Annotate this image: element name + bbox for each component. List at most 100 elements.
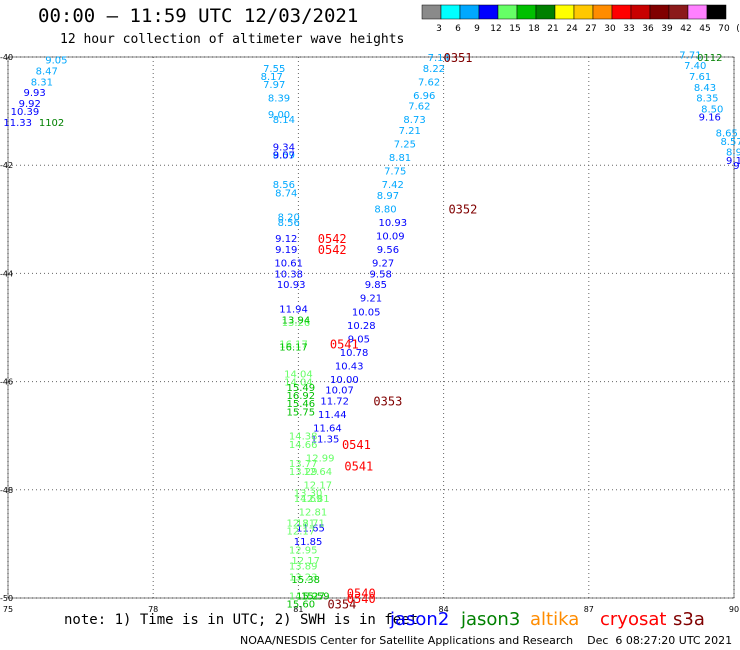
wave-height-point: 11.64: [313, 424, 342, 435]
y-tick-label: -42: [0, 161, 13, 170]
wave-height-point: 16.17: [279, 342, 308, 353]
wave-height-point: 12.81: [301, 494, 330, 505]
x-tick-label: 87: [584, 605, 594, 614]
x-tick-label: 78: [148, 605, 158, 614]
pass-time-label: 0542: [318, 232, 347, 246]
pass-time-label: 0541: [330, 338, 359, 352]
scale-label: 33: [623, 24, 634, 34]
pass-time-label: 0541: [342, 438, 371, 452]
wave-height-point: 13.30: [294, 489, 323, 500]
wave-height-point: 8.9: [726, 148, 740, 159]
wave-height-point: 12.17: [303, 480, 332, 491]
wave-height-point: 11.33: [3, 118, 32, 129]
wave-height-point: 15.27: [296, 591, 325, 602]
scale-label: 15: [509, 24, 520, 34]
wave-height-point: 9.05: [45, 56, 67, 67]
wave-height-point: 14.38: [289, 432, 318, 443]
wave-height-point: 8.97: [377, 191, 399, 202]
x-tick-label: 75: [3, 605, 13, 614]
wave-height-point: 13.94: [282, 315, 311, 326]
plot-border: [7, 56, 735, 599]
wave-height-point: 12.81: [286, 518, 315, 529]
scale-label: 9: [474, 24, 480, 34]
wave-height-point: 10.93: [277, 280, 306, 291]
scale-label: 27: [585, 24, 596, 34]
wave-height-point: 9.00: [268, 110, 290, 121]
pass-time-label: 0351: [444, 51, 473, 65]
wave-height-point: 7.14: [428, 53, 450, 64]
wave-height-point: 16.17: [279, 340, 308, 351]
scale-label: 12: [490, 24, 501, 34]
wave-height-point: 12.81: [299, 507, 328, 518]
wave-height-point: 9.19: [275, 245, 297, 256]
wave-height-point: 14.19: [289, 591, 318, 602]
wave-height-point: 10.00: [330, 375, 359, 386]
wave-height-point: 9.85: [365, 280, 387, 291]
wave-height-point: 11.35: [311, 434, 340, 445]
wave-height-point: 8.47: [36, 67, 58, 78]
wave-height-point: 8.81: [389, 153, 411, 164]
wave-height-point: 8.56: [278, 218, 300, 229]
wave-height-point: 14.04: [284, 369, 313, 380]
pass-time-label: 0541: [344, 459, 373, 473]
pass-time-label: 0354: [327, 597, 356, 611]
wave-height-point: 7.71: [679, 50, 701, 61]
wave-height-point: 9.92: [19, 99, 41, 110]
wave-height-point: 14.66: [289, 440, 318, 451]
wave-height-point: 8.50: [701, 104, 723, 115]
footnote-row: note: 1) Time is in UTC; 2) SWH is in fe…: [64, 609, 740, 633]
wave-height-point: 8.31: [31, 77, 53, 88]
wave-height-point: 9.93: [23, 88, 45, 99]
x-tick-label: 81: [293, 605, 303, 614]
scale-label: 39: [661, 24, 673, 34]
wave-height-point: 8.57: [720, 137, 740, 148]
wave-height-point: 6.96: [413, 91, 435, 102]
wave-height-point: 13.89: [289, 562, 318, 573]
x-tick-label: 84: [439, 605, 449, 614]
wave-height-point: 8.22: [423, 64, 445, 75]
wave-height-point: 10.61: [274, 259, 303, 270]
y-tick-label: -50: [0, 594, 13, 603]
wave-height-point: 9.27: [372, 259, 394, 270]
wave-height-point: 8.35: [696, 94, 718, 105]
wave-height-point: 9.34: [273, 142, 295, 153]
wave-height-point: 9.16: [699, 113, 721, 124]
wave-height-point: 7.25: [394, 140, 416, 151]
wave-height-point: 8.56: [273, 180, 295, 191]
scale-label: 45: [699, 24, 710, 34]
wave-height-point: 7.55: [263, 64, 285, 75]
scale-label: 30: [604, 24, 616, 34]
wave-height-point: 16.92: [286, 391, 315, 402]
wave-height-point: 14.04: [284, 378, 313, 389]
wave-height-point: 7.21: [399, 126, 421, 137]
wave-height-point: 12.17: [286, 526, 315, 537]
wave-height-point: 9.21: [360, 294, 382, 305]
wave-height-point: 10.38: [274, 269, 303, 280]
pass-time-label: 0540: [347, 592, 376, 606]
wave-height-point: 11.72: [320, 397, 349, 408]
wave-height-point: 8.43: [694, 83, 716, 94]
wave-height-point: 11.44: [318, 410, 347, 421]
x-tick-label: 90: [729, 605, 739, 614]
wave-height-point: 12.71: [296, 518, 325, 529]
pass-time-label: 0352: [448, 202, 477, 216]
scale-label: 70: [718, 24, 730, 34]
wave-height-point: 10.93: [378, 218, 407, 229]
scale-swatch: [706, 4, 727, 20]
wave-height-point: 0112: [697, 53, 722, 64]
scale-label: 24: [566, 24, 578, 34]
wave-height-point: 8.14: [273, 115, 295, 126]
wave-height-point: 7.62: [418, 77, 440, 88]
legend-altika: altika: [530, 609, 580, 630]
chart-subtitle: 12 hour collection of altimeter wave hei…: [60, 32, 405, 47]
wave-height-point: 13.26: [282, 318, 311, 329]
scale-label: 3: [436, 24, 442, 34]
y-tick-label: -46: [0, 378, 13, 387]
wave-height-point: 8.39: [268, 94, 290, 105]
wave-height-point: 13.77: [289, 459, 318, 470]
wave-height-point: 7.61: [689, 72, 711, 83]
chart-title: 00:00 – 11:59 UTC 12/03/2021: [38, 5, 359, 27]
wave-height-point: 10.78: [340, 348, 369, 359]
